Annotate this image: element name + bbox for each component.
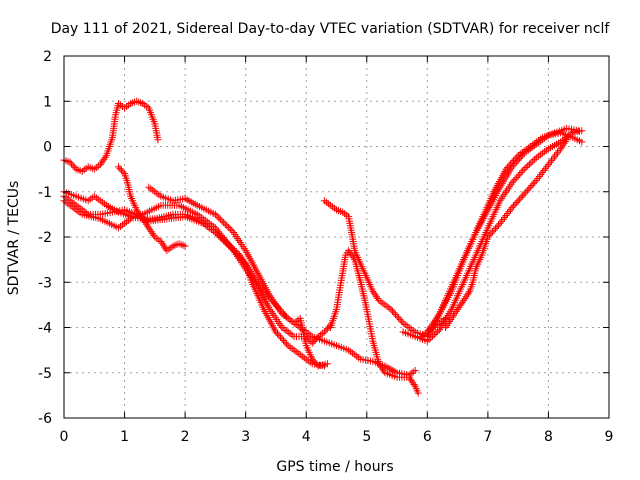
data-series (60, 97, 586, 397)
series-track-11 (423, 129, 586, 336)
y-tick-label: -2 (38, 230, 52, 246)
plus-markers (326, 247, 422, 397)
y-tick-label: 0 (43, 140, 52, 156)
plus-markers (60, 97, 162, 175)
plus-markers (60, 192, 419, 379)
y-tick-label: -1 (38, 185, 52, 201)
x-tick-label: 0 (60, 429, 69, 445)
plus-markers (145, 183, 331, 370)
x-tick-label: 6 (423, 429, 432, 445)
series-track-4 (60, 192, 419, 379)
axis-ticks: 0 1 2 3 4 5 6 7 8 9 -6 -5 -4 -3 -2 -1 0 1 2 (38, 49, 613, 445)
series-track-1 (60, 97, 162, 175)
x-tick-label: 4 (302, 429, 311, 445)
series-track-12 (442, 136, 571, 331)
series-track-9 (399, 127, 586, 345)
plus-markers (423, 129, 586, 336)
x-tick-label: 2 (181, 429, 190, 445)
x-tick-label: 1 (120, 429, 129, 445)
y-tick-label: -3 (38, 275, 52, 291)
series-track-6 (145, 183, 331, 370)
plus-markers (399, 127, 586, 345)
x-tick-label: 9 (605, 429, 614, 445)
x-tick-label: 3 (241, 429, 250, 445)
y-axis-label: SDTVAR / TECUs (6, 181, 22, 296)
y-tick-label: 2 (43, 49, 52, 65)
y-tick-label: 1 (43, 94, 52, 110)
x-tick-label: 7 (483, 429, 492, 445)
grid (64, 56, 609, 418)
y-tick-label: -5 (38, 366, 52, 382)
chart-title: Day 111 of 2021, Sidereal Day-to-day VTE… (51, 21, 611, 37)
y-tick-label: -6 (38, 411, 52, 427)
series-track-8 (326, 247, 422, 397)
x-axis-label: GPS time / hours (276, 459, 393, 475)
x-tick-label: 8 (544, 429, 553, 445)
y-tick-label: -4 (38, 321, 52, 337)
plus-markers (442, 136, 571, 331)
x-tick-label: 5 (362, 429, 371, 445)
